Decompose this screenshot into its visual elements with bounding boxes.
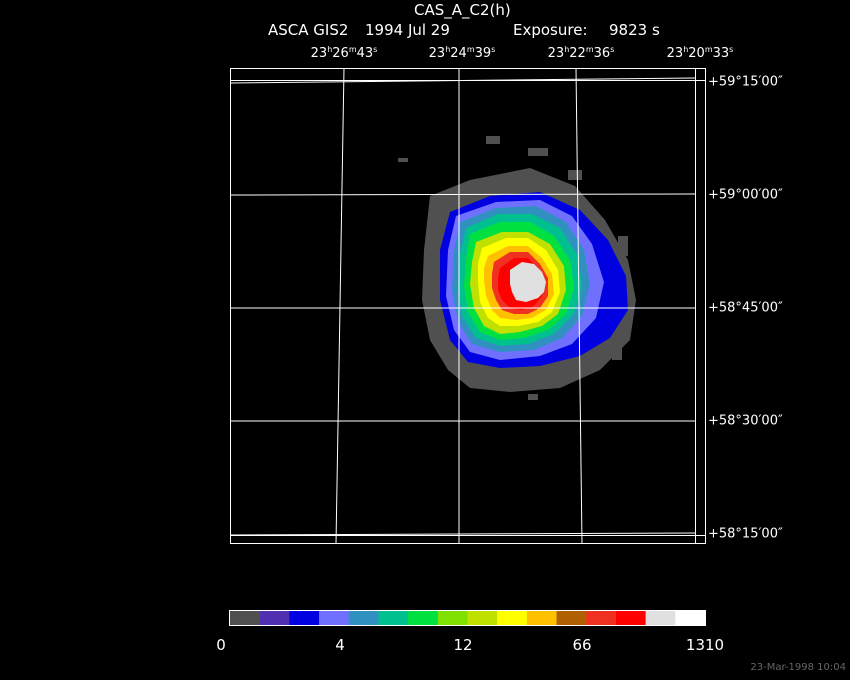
exposure-label: Exposure: <box>513 21 588 39</box>
object-title: CAS_A_C2(h) <box>414 1 511 19</box>
timestamp: 23-Mar-1998 10:04 <box>750 662 846 673</box>
ra-tick-label: 23h24m39s <box>428 45 496 62</box>
ra-tick-label: 23h22m36s <box>547 45 615 62</box>
dec-tick-label: +59°15′00″ <box>708 74 783 90</box>
colorbar-cell <box>645 611 676 625</box>
colorbar-cell <box>467 611 498 625</box>
colorbar-label: 66 <box>572 636 592 654</box>
instrument-label: ASCA GIS2 <box>268 21 349 39</box>
colorbar-cell <box>675 611 706 625</box>
colorbar-cell <box>526 611 558 625</box>
dec-tick-label: +58°15′00″ <box>708 526 783 542</box>
date-label: 1994 Jul 29 <box>365 21 450 39</box>
colorbar-cell <box>378 611 409 625</box>
ra-tick-label: 23h20m33s <box>666 45 734 62</box>
colorbar-cell <box>556 611 587 625</box>
colorbar-cell <box>289 611 320 625</box>
dec-tick-label: +58°30′00″ <box>708 413 783 429</box>
xray-source-image <box>398 136 636 400</box>
coordinate-grid <box>229 67 696 545</box>
colorbar-cell <box>615 611 647 625</box>
colorbar-cell <box>348 611 379 625</box>
colorbar-label: 0 <box>216 636 226 654</box>
colorbar-label: 4 <box>335 636 345 654</box>
dec-tick-label: +58°45′00″ <box>708 300 783 316</box>
colorbar-cell <box>319 611 350 625</box>
colorbar-label: 12 <box>453 636 473 654</box>
colorbar-cell <box>586 611 617 625</box>
colorbar-cell <box>259 611 290 625</box>
dec-tick-label: +59°00′00″ <box>708 187 783 203</box>
colorbar <box>229 610 706 626</box>
colorbar-cell <box>437 611 468 625</box>
colorbar-label: 1310 <box>685 636 725 654</box>
colorbar-cell <box>497 611 528 625</box>
colorbar-cell <box>230 611 261 625</box>
ra-tick-label: 23h26m43s <box>310 45 378 62</box>
colorbar-cell <box>408 611 439 625</box>
exposure-value: 9823 s <box>609 21 660 39</box>
